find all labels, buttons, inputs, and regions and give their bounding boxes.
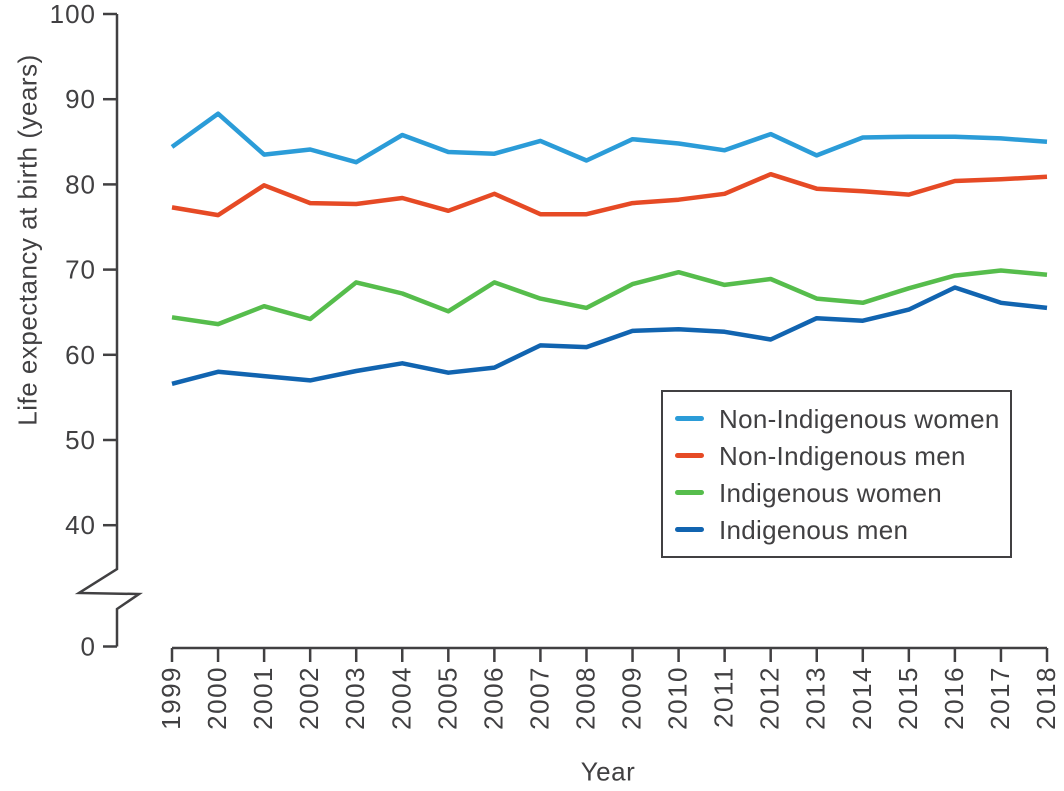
- x-tick-label: 2006: [478, 666, 508, 730]
- y-tick-label: 90: [65, 84, 96, 114]
- y-tick-label: 40: [65, 510, 96, 540]
- legend-swatch-non-indigenous-men: [675, 453, 704, 458]
- y-axis-title: Life expectancy at birth (years): [12, 54, 43, 426]
- x-tick-label: 2016: [939, 666, 969, 730]
- y-tick-label: 100: [50, 0, 96, 29]
- x-tick-label: 2000: [202, 666, 232, 730]
- legend-item-non-indigenous-men: Non-Indigenous men: [675, 437, 1010, 474]
- legend-item-non-indigenous-women: Non-Indigenous women: [675, 400, 1010, 437]
- x-tick-label: 2010: [663, 666, 693, 730]
- series-line-indigenous-men: [171, 285, 1048, 386]
- legend-label-indigenous-men: Indigenous men: [719, 514, 909, 545]
- legend-label-non-indigenous-men: Non-Indigenous men: [719, 440, 966, 471]
- y-axis-line-with-break: [74, 14, 143, 647]
- legend-swatch-indigenous-women: [675, 490, 704, 495]
- legend-label-non-indigenous-women: Non-Indigenous women: [719, 403, 1000, 434]
- y-tick-label: 80: [65, 169, 96, 199]
- x-tick-label: 2011: [709, 666, 739, 728]
- x-tick-label: 2001: [248, 666, 278, 730]
- x-tick-label: 1999: [156, 666, 186, 730]
- x-tick-label: 2002: [294, 666, 324, 730]
- x-axis-title: Year: [580, 756, 636, 787]
- x-tick-label: 2004: [386, 666, 416, 730]
- x-tick-label: 2012: [755, 666, 785, 730]
- x-tick-label: 2007: [524, 666, 554, 730]
- x-tick-label: 2015: [893, 666, 923, 730]
- series-line-non-indigenous-women: [170, 111, 1048, 165]
- x-tick-label: 2003: [340, 666, 370, 730]
- y-tick-label: 60: [65, 340, 96, 370]
- series-line-indigenous-women: [171, 268, 1048, 327]
- x-tick-label: 2017: [985, 666, 1015, 730]
- legend-item-indigenous-men: Indigenous men: [675, 511, 1010, 548]
- x-tick-label: 2005: [432, 666, 462, 730]
- x-tick-label: 2009: [617, 666, 647, 730]
- chart-legend: Non-Indigenous women Non-Indigenous men …: [661, 390, 1012, 558]
- x-tick-label: 2018: [1031, 666, 1061, 730]
- x-tick-label: 2013: [801, 666, 831, 730]
- x-tick-label: 2014: [847, 666, 877, 730]
- y-tick-label: 0: [81, 632, 96, 662]
- series-line-non-indigenous-men: [171, 171, 1048, 218]
- legend-swatch-non-indigenous-women: [675, 416, 704, 421]
- x-tick-label: 2008: [570, 666, 600, 730]
- legend-label-indigenous-women: Indigenous women: [719, 477, 943, 508]
- y-tick-label: 70: [65, 255, 96, 285]
- legend-swatch-indigenous-men: [675, 527, 704, 532]
- y-tick-label: 50: [65, 425, 96, 455]
- legend-item-indigenous-women: Indigenous women: [675, 474, 1010, 511]
